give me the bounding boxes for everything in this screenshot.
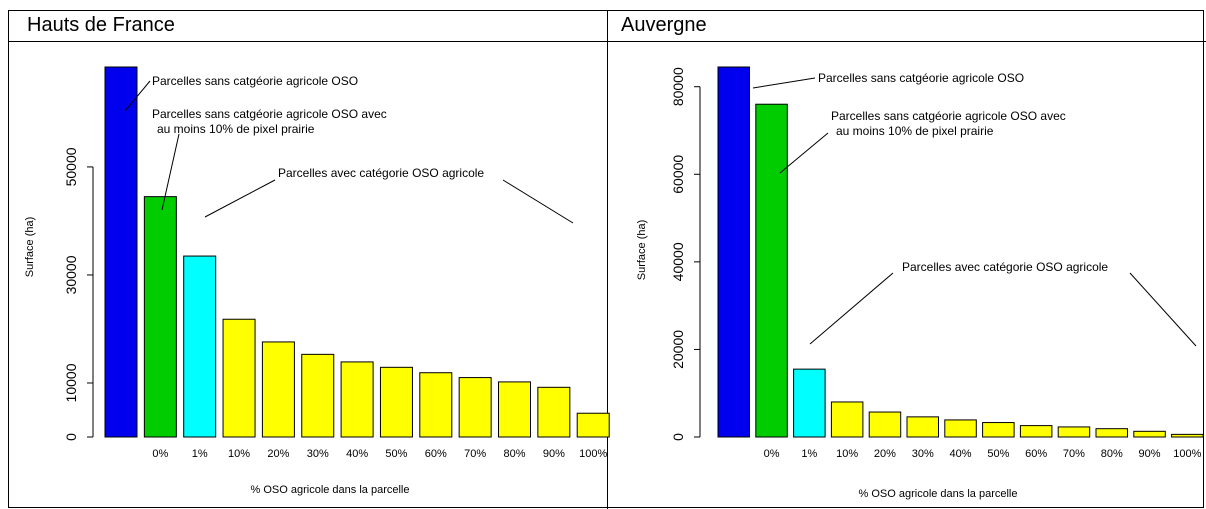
bar-5 <box>301 353 335 438</box>
bar-10 <box>498 381 531 438</box>
x-tick-label: 50% <box>385 448 407 460</box>
bar-3 <box>830 401 864 438</box>
bar-12 <box>1171 433 1204 438</box>
annotation-no-category-prairie: Parcelles sans catgéorie agricole OSO av… <box>831 109 1066 123</box>
bar-7 <box>379 366 413 438</box>
bar-0 <box>717 66 750 438</box>
panel-title-hauts-de-france: Hauts de France <box>27 14 175 36</box>
y-tick-label: 0 <box>63 433 79 441</box>
x-tick-label: 40% <box>346 448 368 460</box>
x-tick-label: 20% <box>874 448 896 460</box>
x-tick-label: 90% <box>1139 448 1161 460</box>
y-tick-label: 10000 <box>63 363 79 402</box>
x-tick-label: 70% <box>1063 448 1085 460</box>
x-tick-label: 10% <box>228 448 250 460</box>
bar-6 <box>944 419 977 438</box>
x-tick-label: 30% <box>912 448 934 460</box>
bar-1 <box>755 103 788 438</box>
y-tick-label: 50000 <box>63 147 79 186</box>
bar-7 <box>982 422 1015 438</box>
x-tick-label: 10% <box>836 448 858 460</box>
bar-0 <box>104 66 138 438</box>
bar-4 <box>868 411 902 438</box>
x-axis-label: % OSO agricole dans la parcelle <box>859 488 1018 500</box>
bar-4 <box>261 341 295 438</box>
x-tick-label: 1% <box>192 448 208 460</box>
x-tick-label: 50% <box>987 448 1009 460</box>
x-tick-label: 40% <box>950 448 972 460</box>
y-tick-label: 0 <box>670 433 686 441</box>
panel-title-auvergne: Auvergne <box>621 14 707 36</box>
bar-1 <box>143 196 177 438</box>
y-tick-label: 60000 <box>670 155 686 194</box>
x-tick-label: 90% <box>543 448 565 460</box>
y-tick-label: 40000 <box>670 242 686 281</box>
bar-2 <box>183 255 217 438</box>
annotation-no-category: Parcelles sans catgéorie agricole OSO <box>818 71 1024 85</box>
bar-3 <box>222 318 256 438</box>
bar-11 <box>537 386 571 438</box>
bar-2 <box>793 368 826 438</box>
bar-6 <box>340 361 374 438</box>
annotation-with-category: Parcelles avec catégorie OSO agricole <box>278 166 484 180</box>
x-tick-label: 60% <box>1025 448 1047 460</box>
y-axis-label: Surface (ha) <box>636 220 648 281</box>
title-divider <box>8 41 1206 42</box>
x-tick-label: 80% <box>503 448 525 460</box>
x-tick-label: 60% <box>425 448 447 460</box>
panel-divider <box>607 10 608 509</box>
bar-10 <box>1095 428 1128 438</box>
bar-8 <box>1019 425 1053 438</box>
x-tick-label: 1% <box>801 448 817 460</box>
annotation-no-category: Parcelles sans catgéorie agricole OSO <box>152 74 358 88</box>
bar-5 <box>906 416 939 438</box>
x-tick-label: 80% <box>1101 448 1123 460</box>
x-tick-label: 70% <box>464 448 486 460</box>
figure-frame <box>8 10 1204 508</box>
bar-8 <box>419 372 453 438</box>
bar-9 <box>1057 426 1091 438</box>
x-tick-label: 0% <box>152 448 168 460</box>
annotation-with-category: Parcelles avec catégorie OSO agricole <box>902 260 1108 274</box>
y-tick-label: 30000 <box>63 255 79 294</box>
y-tick-label: 20000 <box>670 330 686 369</box>
y-axis-label: Surface (ha) <box>24 217 36 278</box>
annotation-prairie-line2: au moins 10% de pixel prairie <box>157 122 315 136</box>
x-tick-label: 100% <box>1173 448 1201 460</box>
bar-9 <box>458 377 492 438</box>
bar-11 <box>1133 430 1166 438</box>
x-tick-label: 0% <box>764 448 780 460</box>
x-tick-label: 100% <box>579 448 607 460</box>
annotation-prairie-line2: au moins 10% de pixel prairie <box>836 124 994 138</box>
annotation-no-category-prairie: Parcelles sans catgéorie agricole OSO av… <box>152 107 387 121</box>
x-axis-label: % OSO agricole dans la parcelle <box>251 484 410 496</box>
x-tick-label: 20% <box>267 448 289 460</box>
bar-12 <box>576 412 610 438</box>
y-tick-label: 80000 <box>670 67 686 106</box>
x-tick-label: 30% <box>307 448 329 460</box>
